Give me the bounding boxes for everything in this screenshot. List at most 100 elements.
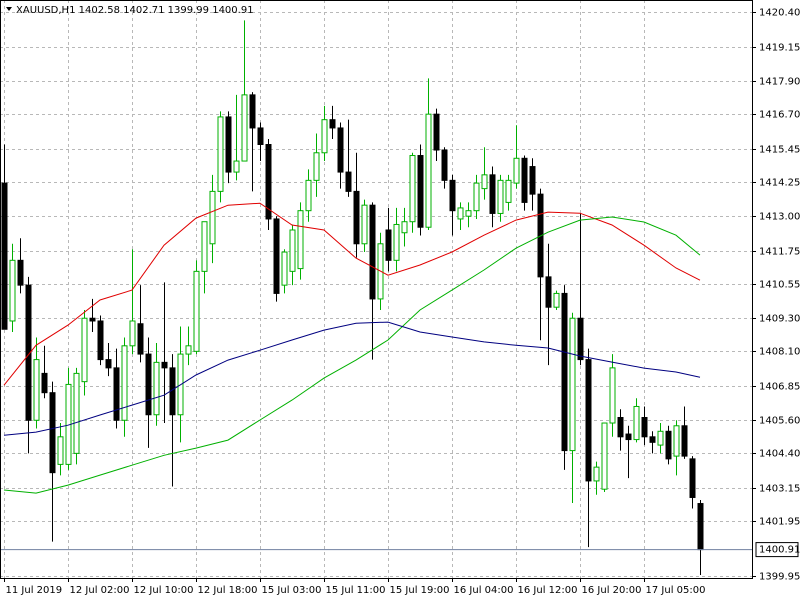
candle-body	[633, 405, 640, 441]
y-tick-label: 1404.40	[759, 449, 800, 460]
candle-body	[649, 436, 656, 443]
y-tick-label: 1409.30	[759, 314, 800, 325]
x-tick-label: 16 Jul 20:00	[582, 585, 642, 596]
candle-body	[81, 317, 88, 383]
candle-body	[465, 210, 472, 217]
chart-title: XAUUSD,H1 1402.58 1402.71 1399.99 1400.9…	[16, 5, 254, 16]
candle-body	[241, 94, 248, 162]
candle-body	[249, 94, 256, 129]
y-tick-label: 1410.55	[759, 280, 800, 291]
candle-body	[521, 157, 528, 203]
candle-body	[545, 276, 552, 308]
candle-body	[673, 425, 680, 457]
candle-body	[489, 174, 496, 214]
y-tick-label: 1406.85	[759, 382, 800, 393]
candle-body	[185, 345, 192, 355]
candle-body	[665, 430, 672, 460]
y-tick-label: 1403.15	[759, 484, 800, 495]
candle-body	[697, 503, 704, 551]
candle-body	[321, 119, 328, 154]
candle-body	[609, 367, 616, 424]
plot-border	[0, 0, 753, 579]
candle-body	[585, 359, 592, 482]
candle-body	[89, 317, 96, 322]
candle-body	[305, 179, 312, 212]
candle-body	[497, 179, 504, 214]
candle-body	[617, 417, 624, 438]
candle-body	[393, 223, 400, 261]
candle-body	[217, 116, 224, 192]
y-tick-label: 1399.95	[759, 572, 800, 583]
candle-body	[137, 323, 144, 355]
x-tick-label: 16 Jul 04:00	[454, 585, 514, 596]
moving-average	[3, 321, 701, 436]
candle-body	[41, 372, 48, 394]
y-tick-label: 1415.45	[759, 145, 800, 156]
candle-body	[409, 155, 416, 223]
candle-body	[657, 430, 664, 446]
y-tick-label: 1419.15	[759, 43, 800, 54]
candle-body	[313, 152, 320, 181]
candle-body	[481, 174, 488, 190]
candle-body	[401, 221, 408, 234]
candle-body	[457, 207, 464, 220]
candle-body	[353, 190, 360, 245]
candle-body	[225, 116, 232, 173]
moving-average	[3, 216, 701, 494]
candle-body	[105, 359, 112, 369]
candle-body	[601, 422, 608, 490]
moving-average	[3, 202, 701, 386]
candle-body	[25, 284, 32, 421]
candle-body	[273, 218, 280, 294]
candle-body	[369, 204, 376, 300]
candle-body	[441, 149, 448, 181]
y-tick-label: 1416.70	[759, 110, 800, 121]
y-tick-label: 1420.40	[759, 8, 800, 19]
candle-body	[593, 466, 600, 482]
y-tick-label: 1417.90	[759, 77, 800, 88]
candle-body	[265, 144, 272, 220]
candle-body	[297, 210, 304, 270]
candle-body	[577, 317, 584, 361]
candle-body	[17, 259, 24, 286]
candle-body	[73, 372, 80, 454]
candle-body	[385, 229, 392, 261]
candle-body	[529, 166, 536, 195]
candle-body	[689, 458, 696, 498]
x-tick-label: 15 Jul 11:00	[326, 585, 386, 596]
current-price-box	[755, 542, 799, 558]
candle-body	[473, 182, 480, 212]
x-tick-label: 11 Jul 2019	[6, 585, 63, 596]
y-tick-label: 1408.10	[759, 347, 800, 358]
candle-body	[233, 160, 240, 173]
candle-body	[641, 417, 648, 438]
candle-body	[113, 367, 120, 421]
x-tick-label: 15 Jul 19:00	[390, 585, 450, 596]
grid	[0, 0, 752, 578]
candle-body	[201, 221, 208, 272]
candle-body	[433, 113, 440, 151]
candle-body	[505, 179, 512, 203]
plot-area	[0, 20, 752, 575]
candle-body	[625, 433, 632, 441]
candle-body	[361, 204, 368, 245]
y-tick-label: 1413.00	[759, 212, 800, 223]
candle-body	[425, 113, 432, 228]
candle-body	[97, 320, 104, 361]
candle-body	[33, 359, 40, 421]
candle-body	[569, 317, 576, 452]
current-price-label: 1400.91	[759, 545, 800, 556]
candle-body	[513, 157, 520, 184]
y-tick-label: 1414.25	[759, 178, 800, 189]
x-tick-label: 12 Jul 02:00	[70, 585, 130, 596]
candle-body	[289, 229, 296, 272]
candle-body	[417, 155, 424, 228]
candle-body	[553, 292, 560, 308]
y-tick-label: 1401.95	[759, 517, 800, 528]
candle-body	[1, 182, 8, 330]
menu-icon[interactable]	[6, 7, 12, 11]
candle-body	[449, 179, 456, 212]
candle-body	[209, 190, 216, 245]
x-tick-label: 12 Jul 18:00	[198, 585, 258, 596]
